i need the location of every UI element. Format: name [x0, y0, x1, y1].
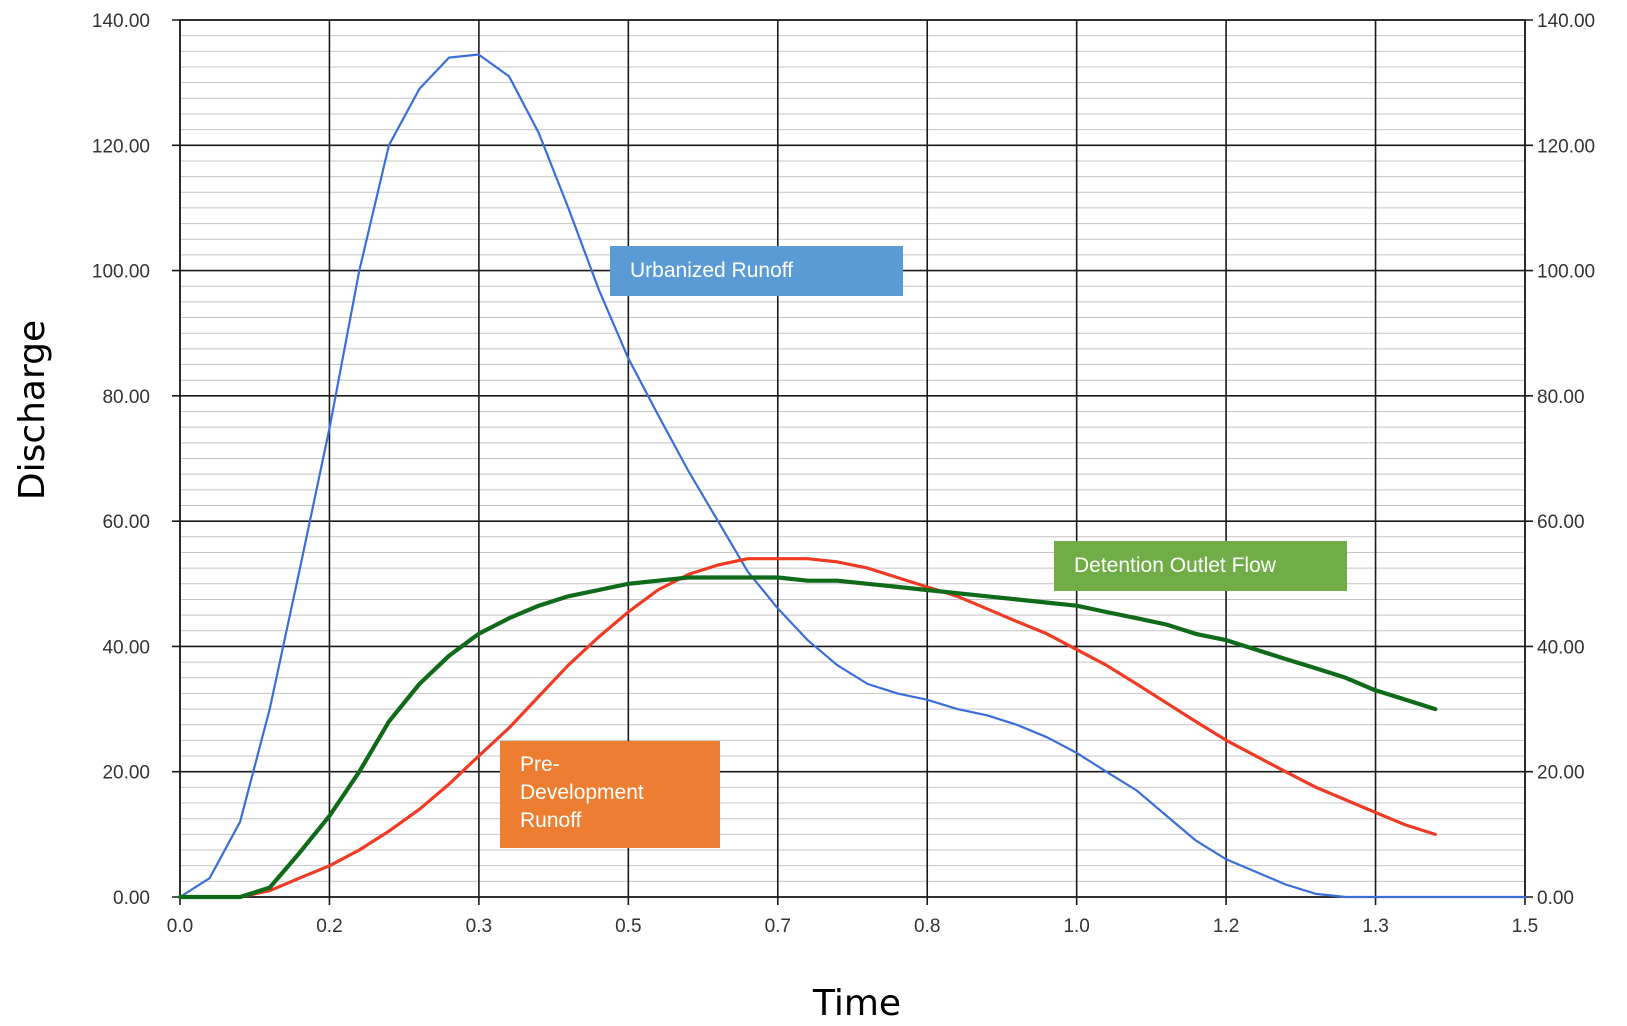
y-tick-label-left: 80.00	[102, 387, 150, 408]
x-tick-labels: 0.0 0.2 0.3 0.5 0.7 0.8 1.0 1.2 1.3 1.5	[167, 916, 1538, 937]
y-tick-label-right: 120.00	[1537, 136, 1595, 157]
y-tick-label-left: 140.00	[92, 11, 150, 32]
y-tick-label-right: 100.00	[1537, 262, 1595, 283]
x-tick-label: 0.3	[466, 916, 492, 937]
x-tick-label: 0.5	[615, 916, 641, 937]
plot-frame	[179, 19, 1526, 898]
y-tick-labels-right: 0.00 20.00 40.00 60.00 80.00 100.00 120.00 140.…	[1537, 11, 1595, 909]
y-tick-label-right: 40.00	[1537, 637, 1585, 658]
y-tick-label-left: 0.00	[113, 888, 150, 909]
x-tick-label: 1.2	[1213, 916, 1239, 937]
series-line-0	[178, 53, 1527, 899]
y-tick-label-right: 140.00	[1537, 11, 1595, 32]
axes	[179, 19, 1526, 898]
y-tick-label-right: 0.00	[1537, 888, 1574, 909]
series-lines	[177, 53, 1527, 900]
minor-grid	[180, 35, 1525, 882]
x-tick-label: 0.8	[914, 916, 940, 937]
x-tick-label: 0.7	[765, 916, 791, 937]
x-tick-label: 1.0	[1063, 916, 1089, 937]
y-tick-label-right: 60.00	[1537, 512, 1585, 533]
y-tick-label-left: 40.00	[102, 637, 150, 658]
urbanized-runoff-callout: Urbanized Runoff	[610, 246, 903, 296]
series-line-1	[178, 557, 1437, 899]
y-tick-label-right: 20.00	[1537, 763, 1585, 784]
y-tick-label-left: 60.00	[102, 512, 150, 533]
y-tick-label-left: 120.00	[92, 136, 150, 157]
x-tick-label: 0.2	[316, 916, 342, 937]
x-tick-label: 1.5	[1512, 916, 1538, 937]
y-tick-label-left: 100.00	[92, 262, 150, 283]
pre-development-runoff-callout: Pre- Development Runoff	[500, 741, 720, 848]
series-line-2	[177, 575, 1438, 900]
x-tick-label: 1.3	[1362, 916, 1388, 937]
y-axis-title: Discharge	[12, 320, 53, 500]
x-axis-title: Time	[812, 983, 901, 1024]
major-grid	[172, 19, 1533, 905]
y-tick-label-left: 20.00	[102, 763, 150, 784]
detention-outlet-flow-callout: Detention Outlet Flow	[1054, 541, 1347, 591]
y-tick-label-right: 80.00	[1537, 387, 1585, 408]
x-tick-label: 0.0	[167, 916, 193, 937]
y-tick-labels-left: 0.00 20.00 40.00 60.00 80.00 100.00 120.00 140.…	[92, 11, 150, 909]
